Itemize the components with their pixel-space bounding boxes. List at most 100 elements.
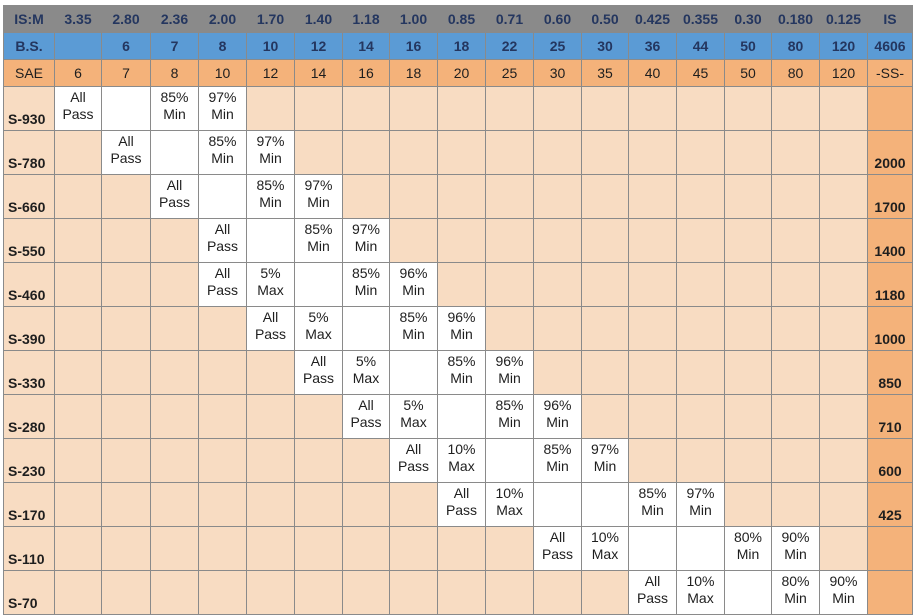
empty-cell <box>724 306 772 351</box>
empty-cell <box>101 482 151 527</box>
empty-cell <box>150 394 199 439</box>
empty-cell <box>533 174 582 219</box>
empty-cell <box>294 130 343 175</box>
empty-cell <box>581 174 629 219</box>
is-grade-value: 1180 <box>867 262 913 307</box>
spec-cell: 10% Max <box>676 570 725 615</box>
empty-cell <box>246 394 295 439</box>
empty-cell <box>198 306 247 351</box>
spec-percent: 80% <box>733 529 763 545</box>
spec-cell: 96% Min <box>533 394 582 439</box>
empty-cell <box>533 350 582 395</box>
empty-cell <box>724 438 772 483</box>
header-row-is-mesh-cell: 0.85 <box>437 5 486 33</box>
empty-cell <box>246 438 295 483</box>
empty-cell <box>628 350 677 395</box>
empty-cell <box>628 394 677 439</box>
shot-size-specification-table: IS:M 3.35 2.80 2.36 2.00 1.70 1.40 1.18 1.00 0.85… <box>3 5 913 615</box>
spec-percent: 90% <box>781 529 810 545</box>
empty-cell <box>198 394 247 439</box>
empty-cell <box>342 482 390 527</box>
empty-cell <box>294 394 343 439</box>
spec-cell: 10% Max <box>485 482 534 527</box>
empty-cell <box>485 218 534 263</box>
is-grade-value: 1700 <box>867 174 913 219</box>
spec-cell: All Pass <box>437 482 486 527</box>
grade-label: S-330 <box>3 350 55 395</box>
blank-spec-cell <box>485 438 534 483</box>
empty-cell <box>485 262 534 307</box>
empty-cell <box>246 526 295 571</box>
grade-row: S-660 All Pass 85% Min 97% Min 1700 <box>3 174 913 219</box>
header-row-bs-mesh-cell: 22 <box>485 32 534 60</box>
empty-cell <box>581 570 629 615</box>
empty-cell <box>676 438 725 483</box>
empty-cell <box>437 218 486 263</box>
spec-cell: 85% Min <box>342 262 390 307</box>
spec-limit: Min <box>498 370 521 386</box>
empty-cell <box>198 438 247 483</box>
spec-limit: Max <box>591 546 619 562</box>
grade-label: S-230 <box>3 438 55 483</box>
empty-cell <box>771 394 820 439</box>
empty-cell <box>485 526 534 571</box>
grade-row: S-280 All Pass 5% Max 85% Min 96% Min 710 <box>3 394 913 439</box>
grade-row: S-110 All Pass 10% Max 80% Min 90% Min <box>3 526 913 571</box>
spec-limit: Min <box>307 194 330 210</box>
spec-cell: All Pass <box>294 350 343 395</box>
spec-cell: 85% Min <box>437 350 486 395</box>
is-grade-value: 710 <box>867 394 913 439</box>
empty-cell <box>724 394 772 439</box>
spec-limit: Min <box>354 282 378 298</box>
grade-label: S-390 <box>3 306 55 351</box>
is-grade-value: 850 <box>867 350 913 395</box>
empty-cell <box>389 130 438 175</box>
spec-limit: Max <box>257 282 284 298</box>
spec-cell: All Pass <box>54 86 102 131</box>
empty-cell <box>819 526 868 571</box>
blank-spec-cell <box>246 218 295 263</box>
grade-label: S-930 <box>3 86 55 131</box>
spec-percent: 80% <box>781 573 810 589</box>
spec-cell: 5% Max <box>389 394 438 439</box>
header-row-sae-size-cell: 35 <box>581 59 629 87</box>
spec-limit: Min <box>163 106 186 122</box>
spec-cell: 5% Max <box>342 350 390 395</box>
spec-limit: Min <box>784 590 807 606</box>
header-row-bs-mesh-cell: B.S. <box>3 32 55 60</box>
spec-limit: Pass <box>206 238 239 254</box>
empty-cell <box>54 262 102 307</box>
header-row-is-mesh-cell: IS <box>867 5 913 33</box>
header-row-sae-size-cell: 10 <box>198 59 247 87</box>
empty-cell <box>150 306 199 351</box>
spec-cell: 10% Max <box>437 438 486 483</box>
spec-limit: Min <box>450 370 473 386</box>
spec-limit: Min <box>450 326 473 342</box>
blank-spec-cell <box>724 570 772 615</box>
empty-cell <box>389 218 438 263</box>
spec-percent: 10% <box>686 573 715 589</box>
header-row-is-mesh-cell: 1.40 <box>294 5 343 33</box>
header-row-is-mesh-cell: 3.35 <box>54 5 102 33</box>
header-row-bs-mesh-cell: 50 <box>724 32 772 60</box>
spec-cell: 85% Min <box>628 482 677 527</box>
spec-cell: 10% Max <box>581 526 629 571</box>
header-row-sae-size-cell: 120 <box>819 59 868 87</box>
header-row-bs-mesh-cell: 44 <box>676 32 725 60</box>
spec-percent: 85% <box>160 89 189 105</box>
empty-cell <box>342 438 390 483</box>
empty-cell <box>246 86 295 131</box>
header-row-sae-size-cell: 20 <box>437 59 486 87</box>
empty-cell <box>771 306 820 351</box>
spec-limit: Min <box>689 502 712 518</box>
blank-spec-cell <box>581 482 629 527</box>
empty-cell <box>628 262 677 307</box>
empty-cell <box>389 570 438 615</box>
spec-cell: All Pass <box>198 218 247 263</box>
spec-percent: 10% <box>447 441 476 457</box>
header-row-is-mesh-cell: 1.70 <box>246 5 295 33</box>
empty-cell <box>54 306 102 351</box>
header-row-is-mesh-cell: IS:M <box>3 5 55 33</box>
spec-limit: Min <box>784 546 807 562</box>
empty-cell <box>437 570 486 615</box>
